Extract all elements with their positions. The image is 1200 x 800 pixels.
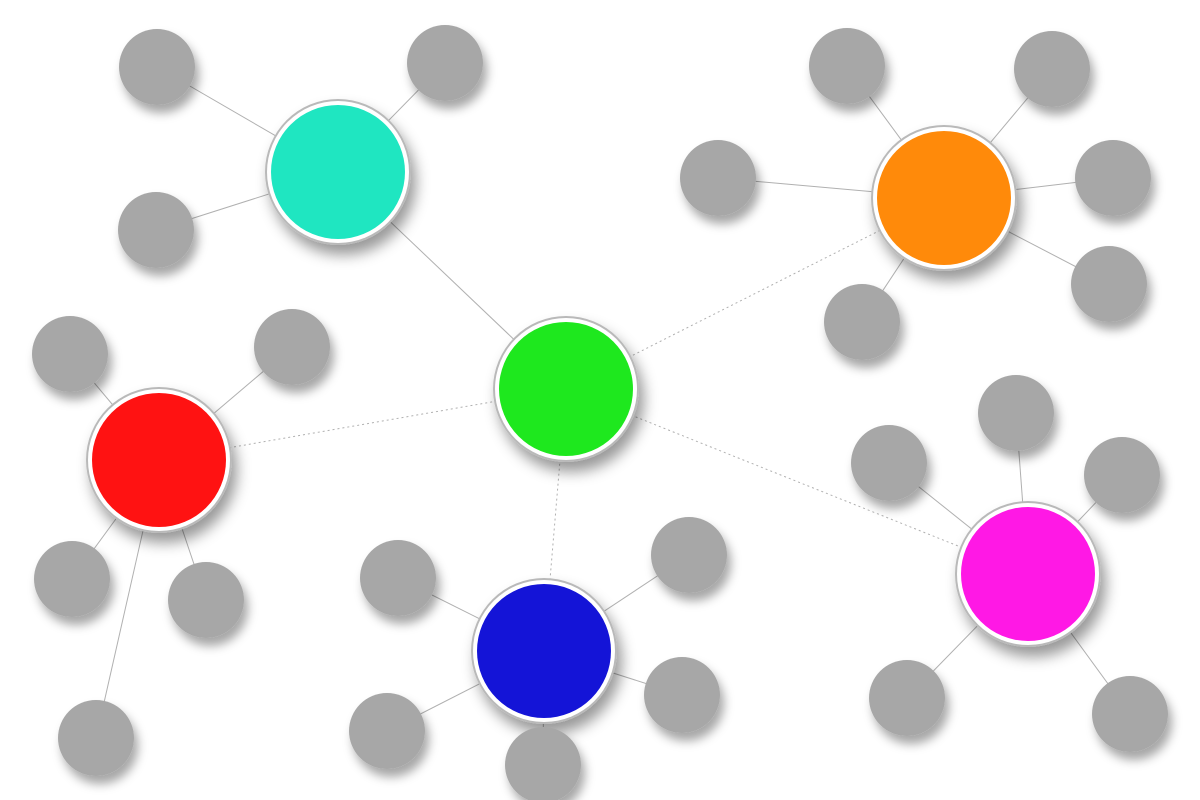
- node-mag-l4: [869, 660, 945, 736]
- node-org-l3: [1014, 31, 1090, 107]
- node-mag-l5: [1092, 676, 1168, 752]
- node-mag-l1: [851, 425, 927, 501]
- node-blue-l1: [360, 540, 436, 616]
- node-red-l2: [254, 309, 330, 385]
- node-org-l1: [680, 140, 756, 216]
- node-blue-l2: [349, 693, 425, 769]
- node-cyan-l3: [407, 25, 483, 101]
- node-blue-l3: [505, 727, 581, 800]
- node-org-l2: [809, 28, 885, 104]
- node-red-l1: [32, 316, 108, 392]
- node-cyan-l2: [118, 192, 194, 268]
- node-org-l4: [1075, 140, 1151, 216]
- nodes-layer: [32, 25, 1168, 800]
- edge-center-magenta: [566, 389, 1028, 574]
- node-red-l3: [34, 541, 110, 617]
- node-orange: [871, 125, 1017, 271]
- node-mag-l2: [978, 375, 1054, 451]
- node-red-l5: [58, 700, 134, 776]
- node-blue: [471, 578, 617, 724]
- network-diagram: [0, 0, 1200, 800]
- node-cyan: [265, 99, 411, 245]
- node-cyan-l1: [119, 29, 195, 105]
- node-org-l6: [824, 284, 900, 360]
- node-blue-l5: [651, 517, 727, 593]
- node-center: [493, 316, 639, 462]
- node-magenta: [955, 501, 1101, 647]
- node-org-l5: [1071, 246, 1147, 322]
- node-mag-l3: [1084, 437, 1160, 513]
- node-blue-l4: [644, 657, 720, 733]
- node-red-l4: [168, 562, 244, 638]
- node-red: [86, 387, 232, 533]
